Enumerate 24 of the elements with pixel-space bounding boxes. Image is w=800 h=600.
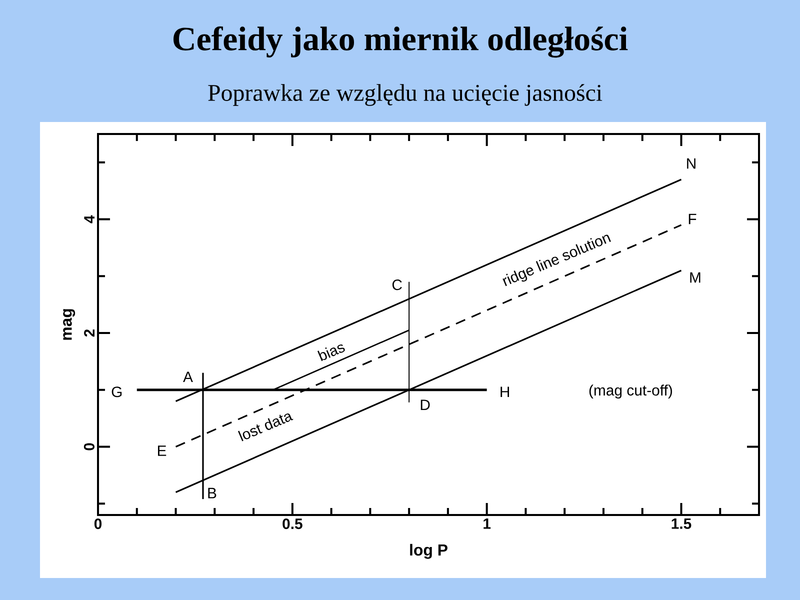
annotation: F — [688, 214, 696, 224]
chart-title: Cefeidy jako miernik odległości — [174, 26, 628, 58]
annotation: G — [112, 386, 122, 398]
x-tick-label: 1 — [484, 518, 491, 529]
y-axis-title: mag — [63, 309, 76, 340]
annotation: (mag cut-off) — [589, 384, 672, 399]
x-tick-label: 1.5 — [672, 518, 692, 529]
y-tick-label: 2 — [84, 329, 94, 337]
annotation: E — [158, 446, 166, 456]
chart-subtitle: Poprawka ze względu na ucięcie jasności — [208, 84, 602, 106]
annotation: C — [392, 280, 402, 290]
annotation: N — [687, 158, 696, 169]
annotation: lost data — [238, 413, 294, 442]
x-tick-label: 0 — [94, 518, 102, 530]
x-tick-label: 0.5 — [282, 518, 302, 530]
annotation: B — [208, 488, 216, 498]
annotation: M — [690, 272, 700, 283]
annotation: bias — [317, 344, 345, 362]
y-tick-label: 4 — [84, 215, 94, 224]
annotation: H — [500, 386, 509, 398]
annotation: A — [183, 372, 193, 382]
y-tick-label: 0 — [84, 443, 94, 450]
x-axis-title: log P — [410, 544, 448, 559]
annotation: D — [420, 400, 430, 410]
